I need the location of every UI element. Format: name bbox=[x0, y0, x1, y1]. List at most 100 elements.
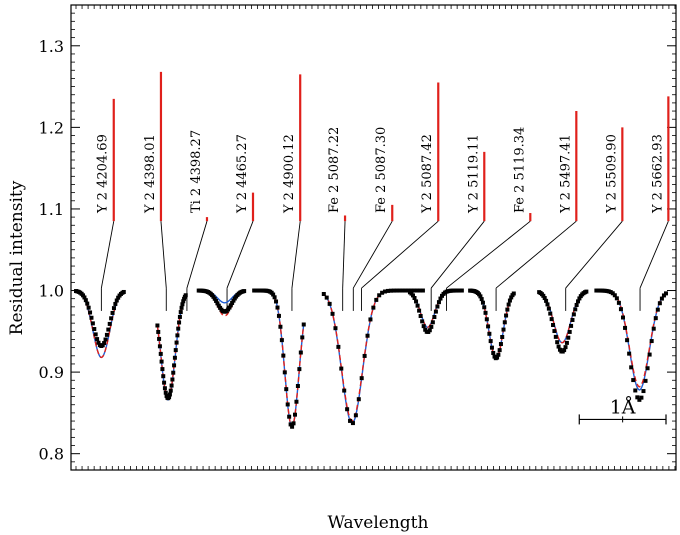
observed-point bbox=[412, 296, 417, 301]
observed-point bbox=[291, 421, 296, 426]
observed-point bbox=[555, 340, 560, 345]
observed-point bbox=[284, 387, 289, 392]
model-red-line bbox=[596, 289, 667, 388]
line-connector bbox=[495, 220, 577, 289]
observed-point bbox=[546, 306, 551, 311]
observed-point bbox=[506, 302, 511, 307]
observed-point bbox=[410, 293, 415, 298]
observed-point bbox=[618, 307, 623, 312]
observed-point bbox=[651, 326, 656, 331]
observed-point bbox=[620, 315, 625, 320]
model-blue-line bbox=[323, 289, 423, 425]
observed-point bbox=[653, 316, 658, 321]
observed-point bbox=[281, 353, 286, 358]
observed-point bbox=[106, 327, 111, 332]
data-layer bbox=[74, 288, 668, 429]
observed-point bbox=[180, 302, 185, 307]
observed-point bbox=[103, 337, 108, 342]
observed-point bbox=[594, 288, 599, 293]
observed-point bbox=[616, 300, 621, 305]
observed-point bbox=[162, 380, 167, 385]
observed-point bbox=[339, 366, 344, 371]
observed-point bbox=[542, 296, 547, 301]
y-tick-label: 1.1 bbox=[39, 200, 64, 219]
model-blue-line bbox=[254, 289, 305, 428]
observed-point bbox=[511, 291, 516, 296]
observed-point bbox=[643, 378, 648, 383]
observed-point bbox=[664, 291, 668, 296]
x-axis-label: Wavelength bbox=[328, 513, 429, 533]
observed-point bbox=[501, 327, 506, 332]
observed-point bbox=[504, 313, 509, 318]
line-connector bbox=[639, 221, 669, 289]
observed-point bbox=[649, 339, 654, 344]
line-labels-layer: Y 2 4204.69 Y 2 4398.01 Ti 2 4398.27 Y 2 44… bbox=[96, 71, 670, 311]
observed-point bbox=[362, 353, 367, 358]
observed-point bbox=[288, 422, 293, 427]
observed-point bbox=[179, 305, 184, 310]
observed-point bbox=[177, 320, 182, 325]
observed-point bbox=[657, 301, 662, 306]
observed-point bbox=[480, 300, 485, 305]
y-axis-label: Residual intensity bbox=[7, 180, 27, 335]
observed-point bbox=[459, 288, 464, 293]
observed-point bbox=[350, 421, 355, 426]
observed-point bbox=[564, 340, 569, 345]
observed-point bbox=[116, 295, 121, 300]
observed-point bbox=[285, 402, 290, 407]
observed-point bbox=[430, 320, 435, 325]
observed-point bbox=[368, 317, 373, 322]
line-connector bbox=[160, 221, 167, 289]
observed-point bbox=[563, 345, 568, 350]
observed-point bbox=[388, 288, 393, 293]
observed-point bbox=[489, 345, 494, 350]
observed-point bbox=[497, 348, 502, 353]
observed-point bbox=[172, 363, 177, 368]
observed-point bbox=[170, 377, 175, 382]
observed-point bbox=[274, 299, 279, 304]
observed-point bbox=[641, 389, 646, 394]
y-tick-label: 0.8 bbox=[39, 445, 64, 464]
observed-point bbox=[610, 291, 615, 296]
observed-point bbox=[436, 300, 441, 305]
observed-point bbox=[541, 293, 546, 298]
observed-point bbox=[385, 288, 390, 293]
observed-point bbox=[278, 324, 283, 329]
line-connector bbox=[446, 220, 531, 289]
observed-point bbox=[415, 303, 420, 308]
observed-point bbox=[491, 350, 496, 355]
observed-point bbox=[104, 332, 109, 337]
observed-point bbox=[336, 344, 341, 349]
observed-point bbox=[92, 327, 97, 332]
observed-point bbox=[414, 299, 419, 304]
line-connector bbox=[361, 220, 439, 289]
observed-point bbox=[93, 332, 98, 337]
line-id-label: Fe 2 5087.22 bbox=[327, 127, 342, 213]
observed-point bbox=[300, 335, 305, 340]
observed-point bbox=[635, 395, 640, 400]
observed-point bbox=[159, 359, 164, 364]
y-tick-label: 1.0 bbox=[39, 282, 64, 301]
observed-point bbox=[156, 329, 161, 334]
observed-point bbox=[553, 334, 558, 339]
observed-point bbox=[107, 321, 112, 326]
observed-point bbox=[114, 298, 119, 303]
observed-point bbox=[81, 293, 86, 298]
y-tick-label: 0.9 bbox=[39, 363, 64, 382]
observed-point bbox=[629, 365, 634, 370]
observed-point bbox=[176, 326, 181, 331]
observed-point bbox=[157, 336, 162, 341]
observed-point bbox=[342, 388, 347, 393]
observed-point bbox=[287, 414, 292, 419]
observed-point bbox=[102, 341, 107, 346]
observed-point bbox=[282, 370, 287, 375]
observed-point bbox=[365, 333, 370, 338]
observed-point bbox=[86, 305, 91, 310]
observed-point bbox=[295, 384, 300, 389]
observed-point bbox=[383, 289, 388, 294]
observed-point bbox=[298, 350, 303, 355]
observed-point bbox=[478, 294, 483, 299]
observed-point bbox=[175, 333, 180, 338]
observed-point bbox=[574, 302, 579, 307]
observed-point bbox=[161, 374, 166, 379]
